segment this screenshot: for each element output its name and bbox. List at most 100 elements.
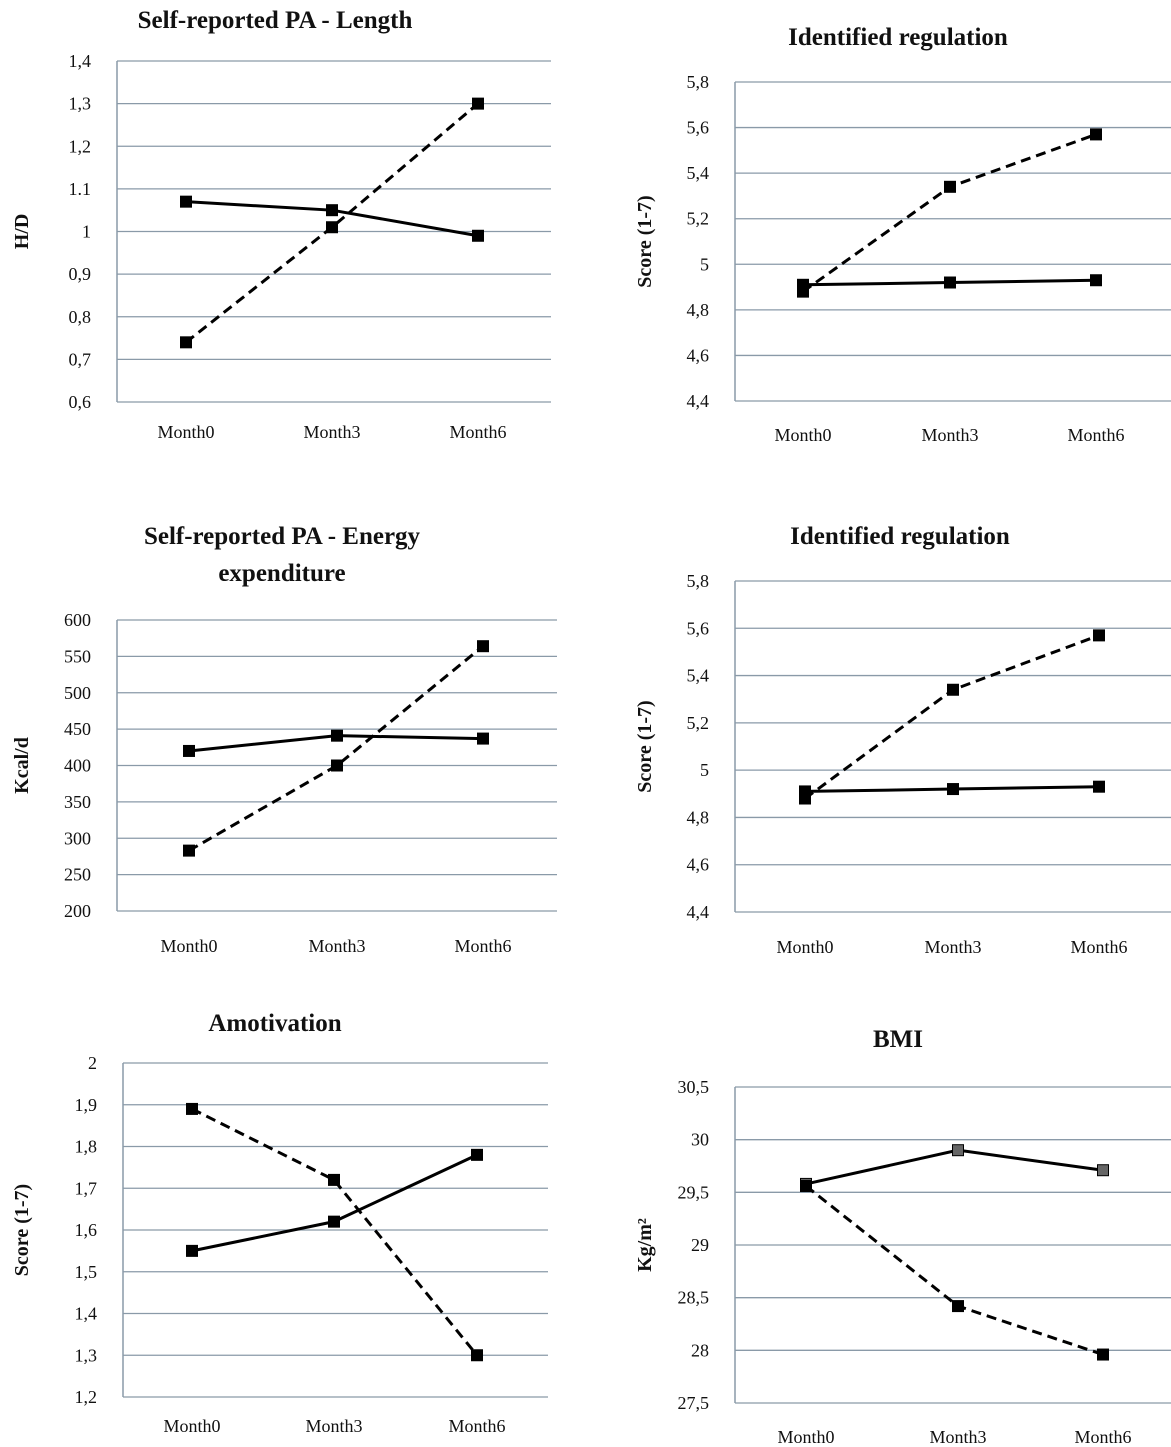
chart-title: Amotivation [208, 1010, 341, 1037]
y-axis-label: Score (1-7) [634, 195, 656, 287]
y-tick-label: 600 [64, 610, 91, 630]
data-point-solid [183, 744, 195, 757]
chart-amotivation: 1,2 1,3 1,4 1,5 1,6 1,7 1,8 1,9 2 Month0 Month3 Mon… [11, 1010, 548, 1436]
y-tick-label: 0,9 [69, 264, 92, 284]
y-tick-label: 200 [64, 901, 91, 921]
data-point-solid [1097, 1164, 1109, 1177]
data-point-dashed [1093, 629, 1105, 642]
y-axis-label: Kcal/d [11, 737, 33, 794]
y-tick-label: 1,2 [75, 1387, 98, 1407]
y-tick-label: 5,2 [687, 209, 710, 229]
y-tick-label: 550 [64, 646, 91, 666]
y-tick-label: 5,2 [687, 713, 710, 733]
y-tick-label: 400 [64, 756, 91, 776]
data-point-solid [944, 276, 956, 289]
x-tick-label: Month6 [1070, 937, 1127, 957]
y-tick-label: 300 [64, 828, 91, 848]
data-point-dashed [471, 1349, 483, 1362]
data-point-dashed [183, 844, 195, 857]
y-tick-label: 4,8 [687, 807, 710, 827]
x-tick-label: Month0 [160, 936, 217, 956]
data-point-solid [186, 1244, 198, 1257]
chart-pa-energy: 200 250 300 350 400 450 500 550 600 Month0 Month3 M… [11, 523, 557, 956]
y-tick-label: 1,2 [69, 136, 92, 156]
x-tick-label: Month3 [921, 425, 978, 445]
x-tick-label: Month6 [448, 1416, 505, 1436]
data-point-dashed [800, 1180, 812, 1193]
y-tick-label: 1,3 [69, 94, 92, 114]
data-point-solid [947, 783, 959, 796]
x-tick-label: Month6 [454, 936, 511, 956]
x-tick-label: Month3 [924, 937, 981, 957]
data-point-solid [1090, 274, 1102, 287]
data-point-dashed [477, 640, 489, 653]
y-tick-label: 5,8 [687, 571, 710, 591]
data-point-solid [328, 1215, 340, 1228]
x-tick-label: Month6 [449, 422, 506, 442]
data-point-dashed [328, 1173, 340, 1186]
data-point-solid [472, 229, 484, 242]
y-tick-label: 250 [64, 865, 91, 885]
chart-title: BMI [873, 1026, 923, 1053]
y-tick-label: 1,5 [75, 1262, 98, 1282]
data-point-dashed [952, 1300, 964, 1313]
chart-title: expenditure [218, 560, 345, 587]
series-line-dashed [802, 132, 1097, 293]
data-point-dashed [472, 97, 484, 110]
chart-title: Self-reported PA - Length [138, 7, 413, 34]
y-tick-label: 5,6 [687, 618, 710, 638]
x-tick-label: Month3 [305, 1416, 362, 1436]
y-tick-label: 0,6 [69, 392, 92, 412]
data-point-solid [180, 195, 192, 208]
y-tick-label: 500 [64, 683, 91, 703]
chart-title: Identified regulation [790, 523, 1010, 550]
data-point-dashed [799, 792, 811, 805]
x-tick-label: Month0 [163, 1416, 220, 1436]
data-point-solid [952, 1144, 964, 1157]
y-tick-label: 1,6 [75, 1220, 98, 1240]
x-tick-label: Month0 [776, 937, 833, 957]
y-tick-label: 1,9 [75, 1095, 98, 1115]
y-tick-label: 1,4 [75, 1304, 98, 1324]
series-line-dashed [188, 645, 484, 852]
y-tick-label: 30,5 [678, 1077, 710, 1097]
y-tick-label: 4,6 [687, 345, 710, 365]
data-point-solid [326, 204, 338, 217]
chart-pa-length: 0,6 0,7 0,8 0,9 1 1.1 1,2 1,3 1,4 Month0 Month3 Mon… [11, 7, 551, 442]
y-axis-label: H/D [11, 214, 33, 250]
series-line-dashed [191, 1107, 479, 1357]
x-tick-label: Month6 [1074, 1427, 1131, 1447]
data-point-dashed [797, 285, 809, 298]
data-point-dashed [947, 683, 959, 696]
data-point-solid [1093, 780, 1105, 793]
x-tick-label: Month3 [308, 936, 365, 956]
y-tick-label: 5 [700, 760, 709, 780]
y-tick-label: 5 [700, 254, 709, 274]
y-tick-label: 28,5 [678, 1288, 710, 1308]
x-tick-label: Month3 [929, 1427, 986, 1447]
y-tick-label: 4,4 [687, 902, 710, 922]
x-tick-label: Month6 [1067, 425, 1124, 445]
y-tick-label: 1,7 [75, 1178, 98, 1198]
data-point-dashed [944, 180, 956, 193]
y-tick-label: 29 [691, 1235, 709, 1255]
y-axis-label: Score (1-7) [11, 1184, 33, 1276]
series-line-solid [191, 1153, 478, 1253]
x-tick-label: Month3 [303, 422, 360, 442]
chart-ident-reg-1: 4,4 4,6 4,8 5 5,2 5,4 5,6 5,8 Month0 Month3 Month6… [634, 24, 1171, 445]
y-tick-label: 5,6 [687, 118, 710, 138]
data-point-dashed [331, 759, 343, 772]
series-line-dashed [804, 633, 1100, 800]
y-tick-label: 5,4 [687, 666, 710, 686]
y-tick-label: 30 [691, 1130, 709, 1150]
y-tick-label: 0,8 [69, 307, 92, 327]
y-tick-label: 1,4 [69, 51, 92, 71]
chart-title: Identified regulation [788, 24, 1008, 51]
data-point-solid [471, 1148, 483, 1161]
data-point-dashed [326, 221, 338, 234]
y-tick-label: 450 [64, 719, 91, 739]
y-tick-label: 2 [88, 1053, 97, 1073]
y-tick-label: 29,5 [678, 1182, 710, 1202]
data-point-dashed [186, 1102, 198, 1115]
data-point-solid [477, 732, 489, 745]
